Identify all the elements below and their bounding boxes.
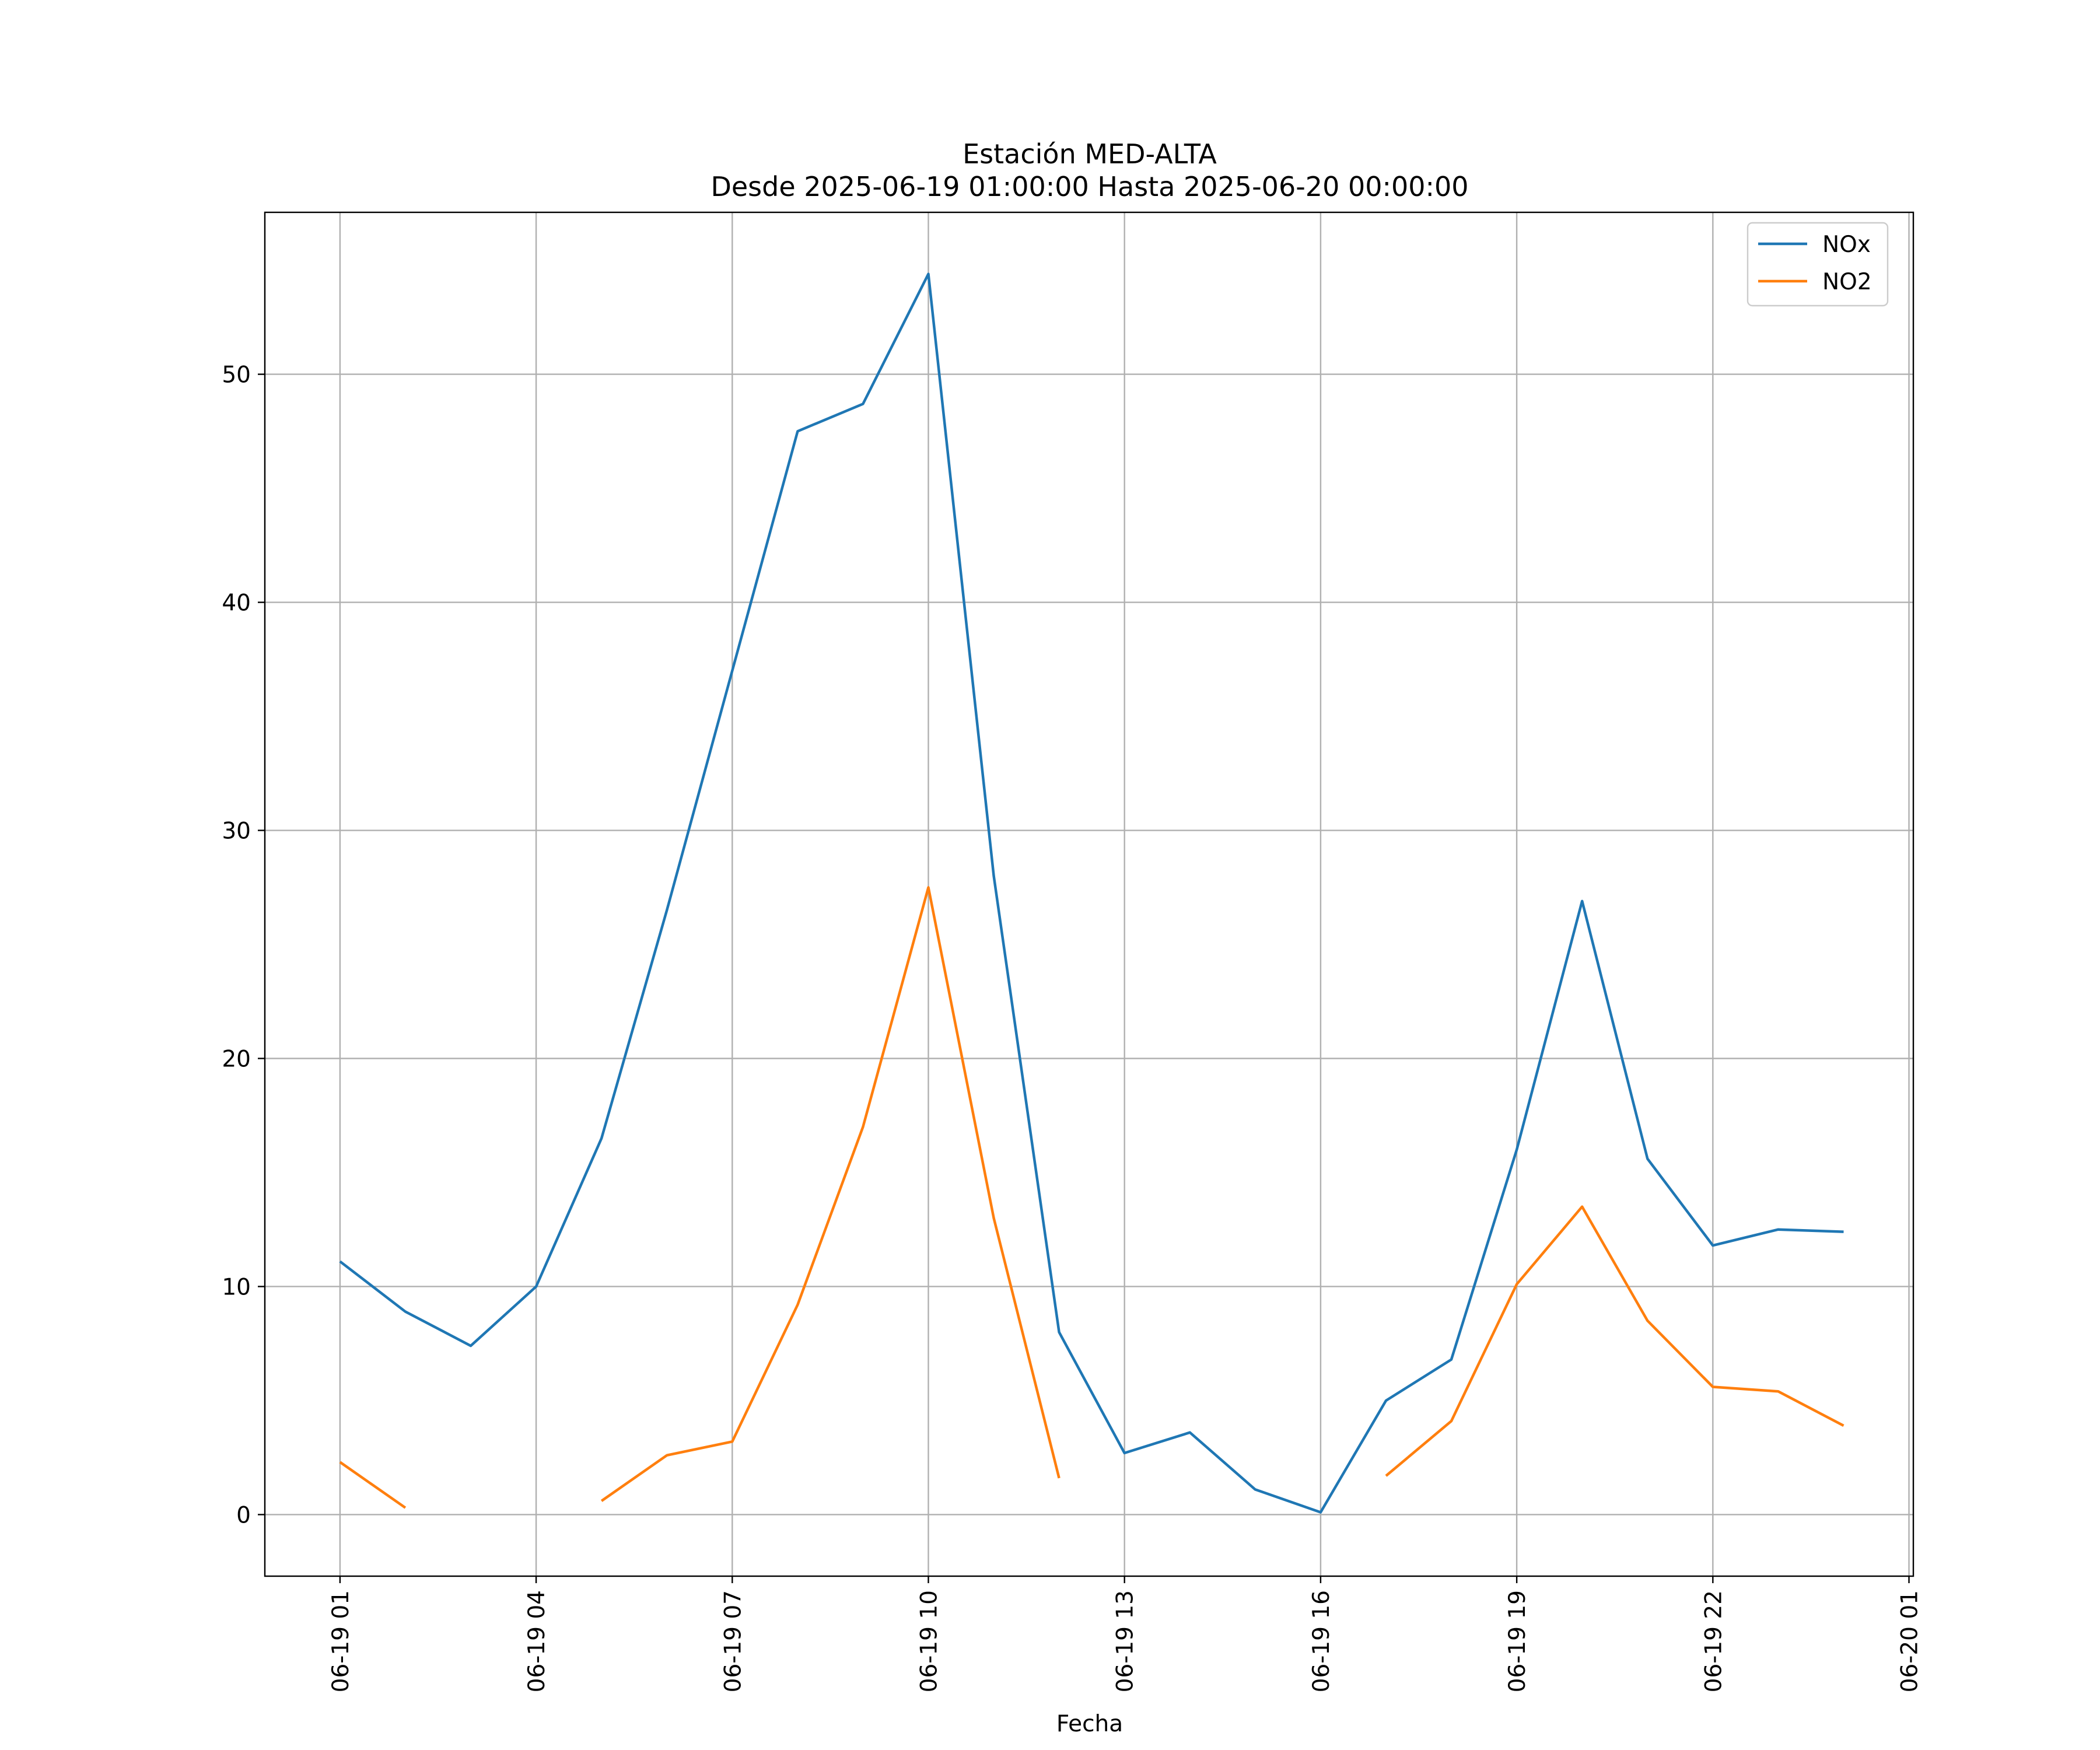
- grid: [265, 212, 1913, 1576]
- y-tick-label: 10: [222, 1274, 251, 1300]
- x-tick-label: 06-20 01: [1897, 1590, 1923, 1692]
- y-tick-label: 0: [236, 1502, 251, 1528]
- x-tick-label: 06-19 13: [1112, 1590, 1139, 1692]
- x-axis-label: Fecha: [1056, 1711, 1123, 1737]
- legend-label-no2: NO2: [1822, 269, 1872, 295]
- plot-area-frame: [264, 211, 1915, 1577]
- y-tick-label: 50: [222, 362, 251, 388]
- series-lines: [339, 272, 1845, 1514]
- x-tick-label: 06-19 10: [916, 1590, 942, 1692]
- x-tick-label: 06-19 07: [720, 1590, 746, 1692]
- series-line-no2: [339, 886, 1845, 1509]
- chart-title: Estación MED-ALTA: [963, 138, 1217, 170]
- legend-label-nox: NOx: [1822, 232, 1871, 258]
- x-tick-label: 06-19 16: [1308, 1590, 1335, 1692]
- x-tick-label: 06-19 04: [524, 1590, 550, 1692]
- axis-ticks: 0 10 20 30 40 50 06-19 01 06-19 04 06-19 07 06-19…: [222, 362, 1923, 1693]
- x-tick-label: 06-19 22: [1700, 1590, 1727, 1692]
- chart-subtitle: Desde 2025-06-19 01:00:00 Hasta 2025-06-…: [710, 171, 1468, 202]
- x-tick-label: 06-19 19: [1504, 1590, 1531, 1692]
- y-tick-label: 20: [222, 1046, 251, 1072]
- y-tick-label: 30: [222, 818, 251, 845]
- series-line-nox: [339, 272, 1844, 1514]
- y-tick-label: 40: [222, 590, 251, 617]
- legend: NOx NO2: [1746, 222, 1889, 307]
- x-tick-label: 06-19 01: [328, 1590, 354, 1692]
